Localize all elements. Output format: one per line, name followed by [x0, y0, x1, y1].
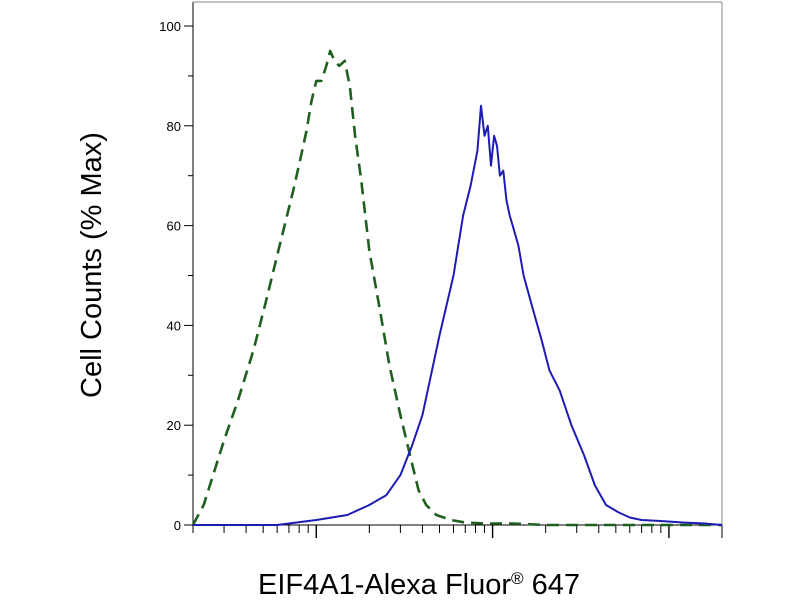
plot-frame — [192, 1, 723, 526]
x-ticks — [192, 525, 723, 538]
x-axis-title-main: EIF4A1-Alexa Fluor — [258, 569, 511, 600]
y-tick-label: 40 — [167, 318, 181, 333]
stained-histogram-line — [193, 104, 723, 526]
y-tick-label: 20 — [167, 418, 181, 433]
y-tick-label: 80 — [167, 119, 181, 134]
y-axis-title: Cell Counts (% Max) — [76, 132, 108, 398]
control-histogram-line — [191, 49, 722, 527]
y-ticks: 0 20 40 60 80 100 — [159, 19, 193, 533]
x-axis-title-suffix: 647 — [524, 569, 580, 600]
x-axis-title-superscript: ® — [511, 569, 524, 588]
y-tick-label: 0 — [174, 518, 181, 533]
y-tick-label: 100 — [159, 19, 181, 34]
x-axis-title: EIF4A1-Alexa Fluor® 647 — [258, 569, 580, 600]
series-layer — [191, 49, 723, 527]
y-tick-label: 60 — [167, 219, 181, 234]
